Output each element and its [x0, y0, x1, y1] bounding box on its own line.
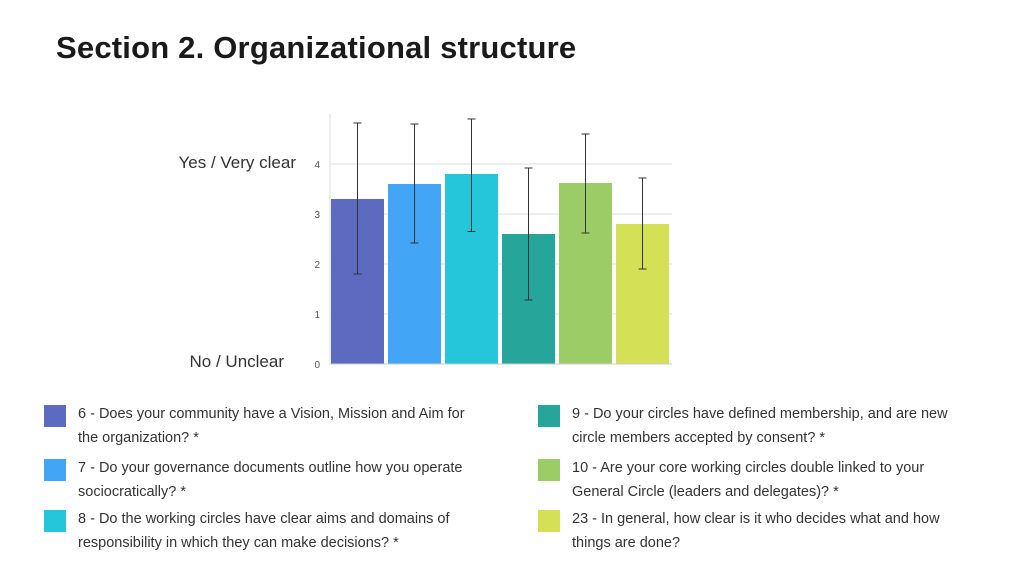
legend-text: 8 - Do the working circles have clear ai… [78, 511, 450, 551]
y-label-bottom: No / Unclear [189, 352, 284, 371]
legend-text: 9 - Do your circles have defined members… [572, 406, 948, 446]
y-label-top: Yes / Very clear [178, 153, 297, 172]
legend-text: 10 - Are your core working circles doubl… [572, 460, 925, 500]
legend-swatch [44, 459, 66, 481]
legend-item-10: 10 - Are your core working circles doubl… [538, 456, 978, 504]
legend-swatch [44, 405, 66, 427]
y-tick-label: 0 [314, 360, 320, 371]
legend-swatch [538, 510, 560, 532]
legend-text: 6 - Does your community have a Vision, M… [78, 406, 465, 446]
y-tick-label: 2 [314, 260, 320, 271]
y-tick-label: 1 [314, 310, 320, 321]
legend-swatch [44, 510, 66, 532]
legend-text: 23 - In general, how clear is it who dec… [572, 511, 940, 551]
y-tick-label: 4 [314, 160, 320, 171]
legend-item-7: 7 - Do your governance documents outline… [44, 456, 484, 504]
legend-swatch [538, 405, 560, 427]
legend-item-23: 23 - In general, how clear is it who dec… [538, 507, 978, 555]
y-tick-label: 3 [314, 210, 320, 221]
legend-item-6: 6 - Does your community have a Vision, M… [44, 402, 484, 450]
legend-item-9: 9 - Do your circles have defined members… [538, 402, 978, 450]
legend-swatch [538, 459, 560, 481]
page-title: Section 2. Organizational structure [56, 30, 577, 65]
legend-text: 7 - Do your governance documents outline… [78, 460, 463, 500]
legend-item-8: 8 - Do the working circles have clear ai… [44, 507, 484, 555]
